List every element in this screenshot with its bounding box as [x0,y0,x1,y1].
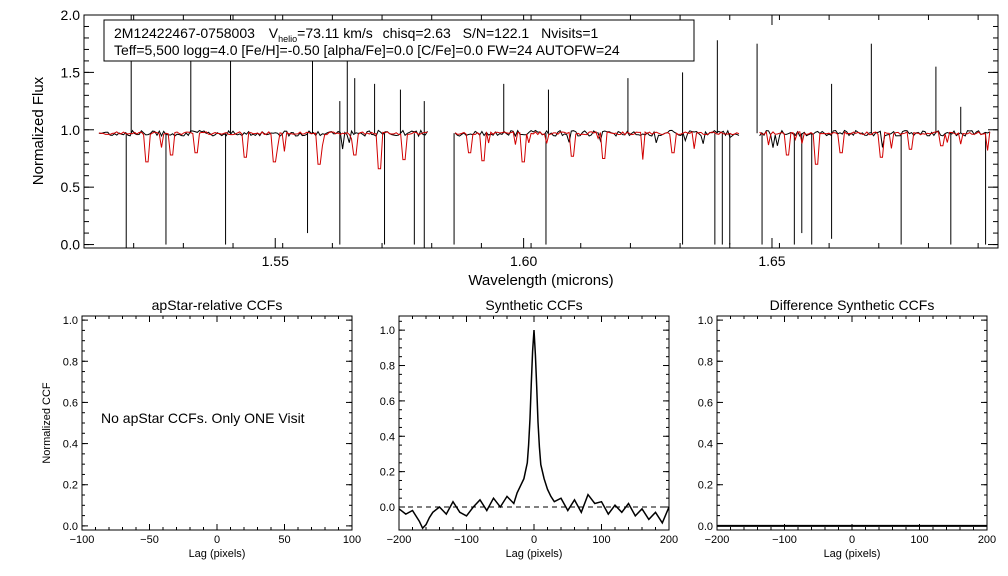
y-tick-label: 0.2 [380,467,395,479]
synthetic-ccf-frame [398,315,670,531]
y-tick-label: 2.0 [61,7,81,23]
synthetic-ccf-panel: Synthetic CCFs −200 −100 0 100 200 0.0 0.2 0.4 0… [380,297,678,560]
y-tick-label: 1.0 [698,315,713,327]
x-tick-label: −200 [705,534,730,546]
synthetic-ccf-plot [398,330,670,530]
spectrum-frame [83,14,999,249]
vhelio-value: =73.11 km/s [297,25,373,41]
y-tick-label: 0.4 [63,439,78,451]
y-tick-label: 0.8 [380,361,395,373]
synthetic-ccf-xlabel: Lag (pixels) [506,548,563,560]
x-tick-label: −100 [454,534,479,546]
x-tick-label: −200 [387,534,412,546]
synthetic-ccf-line [398,330,670,530]
x-tick-label: 200 [978,534,996,546]
no-ccf-note: No apStar CCFs. Only ONE Visit [101,410,305,426]
x-tick-label: 0 [214,534,220,546]
model-chip-1 [454,131,740,163]
y-tick-label: 0.0 [380,502,395,514]
x-tick-label: 100 [592,534,610,546]
difference-ccf-frame [716,315,988,531]
vhelio-symbol: V [269,25,279,41]
spectrum-xlabel: Wavelength (microns) [468,272,613,289]
apstar-ccf-xlabel: Lag (pixels) [189,548,246,560]
spectrum-ylabel: Normalized Flux [30,76,47,185]
difference-ccf-panel: Difference Synthetic CCFs −200 −100 0 100 20… [698,297,996,560]
y-tick-label: 0.4 [380,431,395,443]
apstar-ccf-ticks: −100 −50 0 50 100 0.0 0.2 0.4 0.6 0.8 1.0 [63,315,361,546]
apstar-ccf-ylabel: Normalized CCF [41,382,53,464]
y-tick-label: 0.0 [61,237,81,253]
x-tick-label: 1.55 [262,253,289,269]
observed-chip-1 [454,129,740,144]
y-tick-label: 0.5 [61,179,81,195]
y-tick-label: 1.5 [61,64,81,80]
info-line-1: 2M12422467-0758003 Vhelio=73.11 km/s chi… [114,25,599,44]
model-spectrum [98,130,991,170]
model-chip-2 [759,130,991,165]
y-tick-label: 0.0 [698,521,713,533]
y-tick-label: 0.2 [63,480,78,492]
info-line-2: Teff=5,500 logg=4.0 [Fe/H]=-0.50 [alpha/… [114,42,620,58]
x-tick-label: 100 [343,534,361,546]
y-tick-label: 0.2 [698,480,713,492]
y-tick-label: 0.0 [63,521,78,533]
spectrum-ticks: 1.55 1.60 1.65 0.0 0.5 1.0 1.5 2.0 [61,7,998,269]
apstar-ccf-panel: apStar-relative CCFs −100 −50 0 50 100 0.0 0.2… [41,297,361,560]
y-tick-label: 0.8 [698,356,713,368]
y-tick-label: 0.4 [698,439,713,451]
difference-ccf-xlabel: Lag (pixels) [824,548,881,560]
synthetic-ccf-ticks: −200 −100 0 100 200 0.0 0.2 0.4 0.6 0.8 1.0 [380,316,678,546]
snr-value: S/N=122.1 [463,25,530,41]
y-tick-label: 1.0 [61,122,81,138]
model-chip-0 [98,131,428,170]
x-tick-label: −100 [70,534,95,546]
x-tick-label: 200 [660,534,678,546]
synthetic-ccf-title: Synthetic CCFs [485,297,582,313]
x-tick-label: 50 [278,534,290,546]
difference-ccf-title: Difference Synthetic CCFs [770,297,935,313]
y-tick-label: 0.6 [698,397,713,409]
x-tick-label: 0 [531,534,537,546]
x-tick-label: −50 [140,534,159,546]
info-box-frame [103,19,695,62]
star-id: 2M12422467-0758003 [114,25,255,41]
nvisits-value: Nvisits=1 [541,25,598,41]
x-tick-label: 1.60 [510,253,537,269]
x-tick-label: 1.65 [758,253,785,269]
y-tick-label: 1.0 [63,315,78,327]
chisq-value: chisq=2.63 [383,25,451,41]
apstar-ccf-title: apStar-relative CCFs [152,297,283,313]
vhelio-subscript: helio [278,34,297,44]
x-tick-label: 0 [849,534,855,546]
x-tick-label: −100 [772,534,797,546]
y-tick-label: 0.8 [63,356,78,368]
difference-ccf-ticks: −200 −100 0 100 200 0.0 0.2 0.4 0.6 0.8 1.0 [698,315,996,546]
y-tick-label: 1.0 [380,325,395,337]
spectrum-panel: 1.55 1.60 1.65 0.0 0.5 1.0 1.5 2.0 Wavelength (… [30,7,999,289]
y-tick-label: 0.6 [380,396,395,408]
y-tick-label: 0.6 [63,397,78,409]
info-box: 2M12422467-0758003 Vhelio=73.11 km/s chi… [103,19,695,62]
x-tick-label: 100 [910,534,928,546]
